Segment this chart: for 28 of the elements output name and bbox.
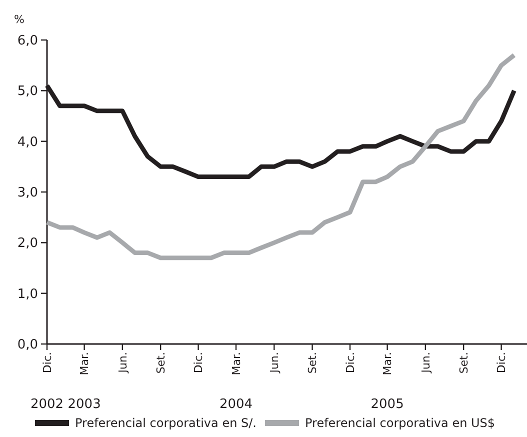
x2-tick-label: 2005 xyxy=(370,397,404,412)
x-tick-label: Mar. xyxy=(381,352,394,376)
x2-tick-label: 2004 xyxy=(219,397,253,412)
x-tick-label: Dic. xyxy=(192,352,206,374)
x-tick-label: Set. xyxy=(457,352,470,374)
x-tick-label: Dic. xyxy=(344,352,357,374)
x-tick-label: Jun. xyxy=(268,352,281,374)
x-tick-label: Set. xyxy=(154,352,168,374)
y-tick-label: 2,0 xyxy=(17,236,38,252)
x2-tick-label: 2003 xyxy=(68,397,101,412)
legend-label: Preferencial corporativa en S/. xyxy=(75,416,256,430)
legend-label: Preferencial corporativa en US$ xyxy=(305,416,496,430)
line-series xyxy=(44,52,516,260)
x-tick-label: Dic. xyxy=(495,352,508,374)
x-tick-label: Jun. xyxy=(116,352,130,374)
y-tick-label: 4,0 xyxy=(17,134,38,150)
y-tick-label: 3,0 xyxy=(17,186,38,201)
x-tick-label: Mar. xyxy=(230,352,243,376)
y-tick-label: 6,0 xyxy=(17,34,38,49)
x-tick-label: Dic. xyxy=(40,352,54,374)
x-tick-label: Mar. xyxy=(78,352,92,376)
x-tick-label: Set. xyxy=(306,352,320,374)
x2-tick-label: 2002 xyxy=(30,397,64,412)
y-tick-label: 1,0 xyxy=(17,286,38,302)
y-tick-label: 5,0 xyxy=(17,84,38,100)
x-tick-label: Jun. xyxy=(419,352,432,374)
y-tick-label: 0,0 xyxy=(17,338,38,353)
y-axis-title: % xyxy=(14,13,24,26)
